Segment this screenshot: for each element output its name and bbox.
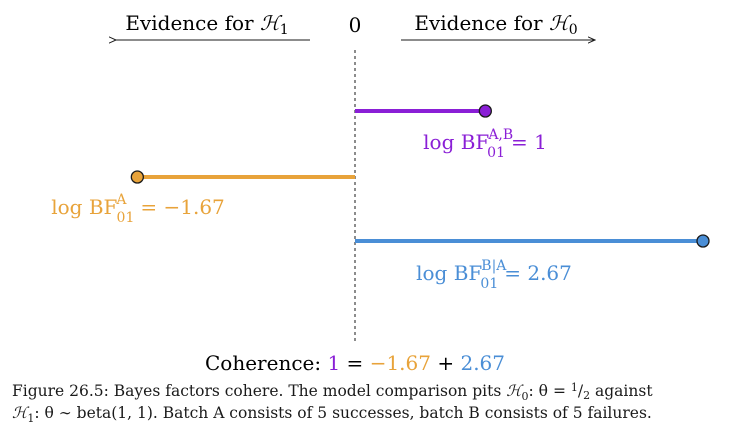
label-log-bf-a: log BFA 01 = −1.67 (51, 192, 225, 226)
endpoint-log-bf-ab (478, 104, 492, 118)
caption-line-1: Figure 26.5: Bayes factors cohere. The m… (12, 381, 653, 403)
endpoint-log-bf-a (130, 170, 144, 184)
zero-label: 0 (349, 13, 362, 37)
coherence-equation: Coherence: 1 = −1.67 + 2.67 (205, 351, 505, 375)
header-left-label: Evidence for ℋ1 (125, 11, 288, 38)
label-log-bf-ab: log BFA,B 01 = 1 (423, 127, 547, 161)
endpoint-log-bf-b-given-a (696, 234, 710, 248)
caption-line-2: ℋ1: θ ∼ beta(1, 1). Batch A consists of … (12, 404, 652, 425)
header-right-label: Evidence for ℋ0 (414, 11, 577, 38)
label-log-bf-b-given-a: log BFB|A 01 = 2.67 (416, 258, 572, 292)
